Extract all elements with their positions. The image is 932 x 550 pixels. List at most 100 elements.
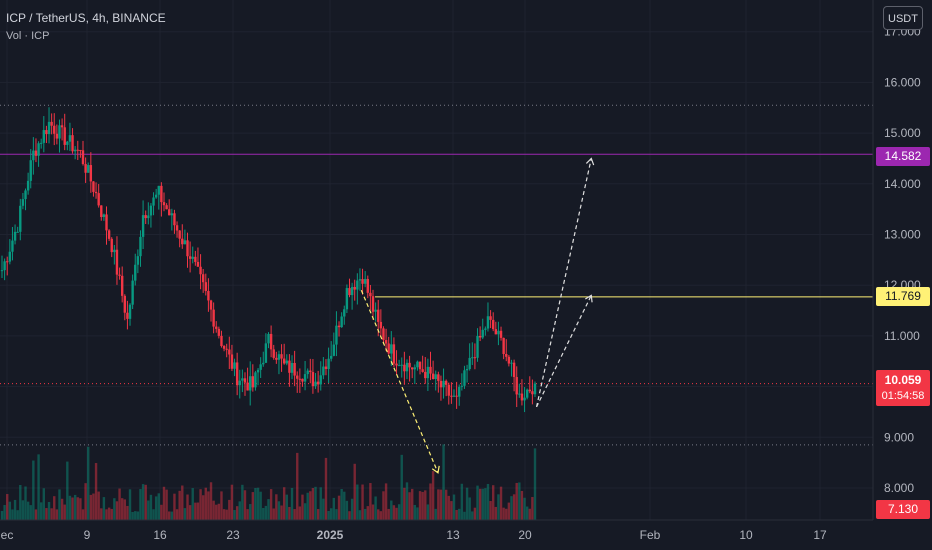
candle-body xyxy=(34,150,38,156)
volume-bar xyxy=(71,497,74,520)
volume-bar xyxy=(296,452,299,520)
volume-bar xyxy=(489,501,492,520)
candle-body xyxy=(89,165,93,182)
volume-bar xyxy=(280,505,283,520)
candle-body xyxy=(201,274,205,283)
volume-bar xyxy=(233,510,236,520)
volume-bar xyxy=(196,502,200,520)
volume-bar xyxy=(450,501,453,520)
volume-bar xyxy=(251,492,255,520)
volume-bar xyxy=(405,482,409,520)
volume-bar xyxy=(246,509,249,520)
y-tick-label: 11.000 xyxy=(884,329,920,343)
volume-bar xyxy=(510,496,513,520)
volume-bar xyxy=(384,483,388,520)
candle-body xyxy=(458,386,461,397)
volume-bar xyxy=(131,511,134,520)
volume-bar xyxy=(392,505,396,520)
candle-body xyxy=(149,205,153,216)
candle-body xyxy=(79,149,82,151)
candle-body xyxy=(400,364,403,366)
projection-arrowhead xyxy=(431,465,440,474)
candle-body xyxy=(520,393,524,401)
volume-bar xyxy=(316,509,320,520)
volume-bar xyxy=(55,509,59,520)
candle-body xyxy=(431,373,435,380)
volume-bar xyxy=(217,503,221,520)
candle-body xyxy=(194,256,197,262)
volume-bar xyxy=(518,482,521,520)
volume-bar xyxy=(228,499,231,520)
candle-body xyxy=(118,274,121,276)
candle-body xyxy=(32,150,35,161)
volume-bar xyxy=(390,500,393,520)
candle-body xyxy=(126,312,129,319)
candle-body xyxy=(455,395,458,397)
volume-bar xyxy=(13,499,17,520)
volume-bar xyxy=(311,488,315,520)
volume-bar xyxy=(366,506,369,520)
volume-bar xyxy=(463,511,466,520)
volume-bar xyxy=(141,484,145,520)
candle-body xyxy=(528,389,531,392)
candle-body xyxy=(434,374,437,380)
candle-body xyxy=(230,354,234,369)
currency-button[interactable]: USDT xyxy=(883,6,923,30)
volume-bar xyxy=(491,485,495,520)
volume-bar xyxy=(76,497,79,520)
volume-bar xyxy=(382,491,385,520)
volume-bar xyxy=(181,485,184,520)
candle-body xyxy=(0,270,4,272)
candle-body xyxy=(63,127,66,145)
candle-body xyxy=(100,205,103,217)
candle-body xyxy=(395,363,398,366)
candle-body xyxy=(429,366,432,374)
candle-body xyxy=(243,378,247,383)
candle-body xyxy=(387,343,390,354)
volume-bar xyxy=(220,491,223,520)
volume-bar xyxy=(439,489,443,520)
volume-bar xyxy=(100,508,103,520)
volume-bar xyxy=(118,488,121,520)
volume-bar xyxy=(486,483,490,520)
candle-body xyxy=(327,358,330,369)
horizontal-levels xyxy=(0,104,873,446)
volume-bar xyxy=(6,494,9,520)
candle-body xyxy=(217,328,221,336)
y-tick-label: 13.000 xyxy=(884,228,921,242)
volume-bar xyxy=(275,494,278,520)
x-tick-label: 10 xyxy=(739,528,753,542)
volume-bar xyxy=(34,509,38,520)
candle-body xyxy=(73,149,77,152)
volume-bar xyxy=(243,490,247,520)
candle-body xyxy=(13,231,17,241)
y-tick-label: 15.000 xyxy=(884,126,921,140)
candle-body xyxy=(84,164,87,173)
x-tick-label: 23 xyxy=(226,528,240,542)
volume-bar xyxy=(476,485,479,520)
volume-bar xyxy=(444,489,448,520)
projection-arrows xyxy=(360,157,595,474)
volume-bar xyxy=(97,491,100,520)
candle-body xyxy=(97,193,100,206)
candle-body xyxy=(107,230,111,239)
volume-bar xyxy=(215,504,218,520)
candle-body xyxy=(518,393,521,395)
projection-arrowhead xyxy=(585,157,595,166)
volume-bar xyxy=(301,494,304,520)
volume-bar xyxy=(29,505,32,520)
candle-body xyxy=(340,316,343,328)
volume-bar xyxy=(68,495,72,520)
volume-bar xyxy=(157,493,160,520)
volume-bar xyxy=(442,444,445,520)
volume-bar xyxy=(403,487,406,520)
candle-body xyxy=(489,316,492,320)
volume-bar xyxy=(102,497,106,520)
candle-body xyxy=(94,191,98,194)
volume-bar xyxy=(285,494,288,520)
volume-bar xyxy=(165,489,168,520)
last-price-value: 10.059 xyxy=(884,373,922,387)
volume-bar xyxy=(262,507,265,520)
volume-bar xyxy=(481,488,484,520)
